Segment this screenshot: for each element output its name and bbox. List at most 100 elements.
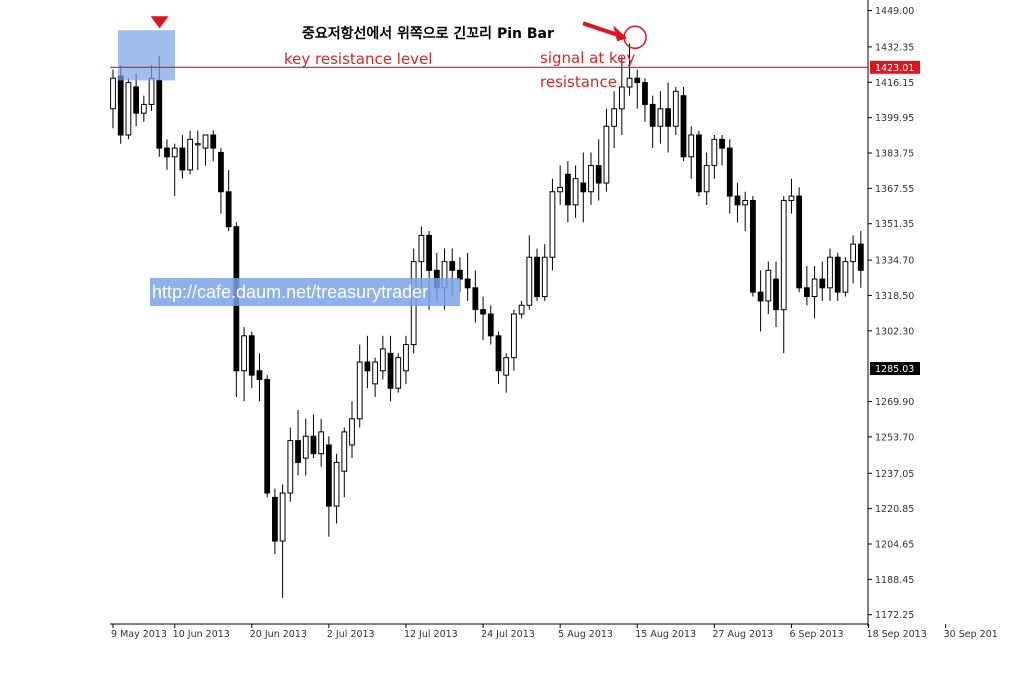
candle-body-bull [780,199,787,311]
price-tick-label: 1449.00 [875,6,914,17]
candle [457,257,463,293]
candle [248,331,255,389]
candle-body-bull [171,147,178,158]
candle [534,248,540,301]
candle-body-bear [164,147,170,158]
candle-body-bull [557,186,564,193]
candle [310,414,317,459]
candle [672,86,679,135]
candle-body-bear [757,291,764,302]
candle-body-bear [857,243,864,271]
candle-body-bull [279,492,286,542]
candle-body-bear [750,199,756,293]
candle [557,165,564,205]
candle [680,86,687,162]
candle [395,353,402,393]
candle-body-bear [595,165,602,184]
price-marker-box [870,362,920,376]
candle [218,148,224,214]
candle [472,270,479,323]
candle-body-bull [588,165,594,193]
resistance-highlight-box [118,30,175,81]
candle-body-bear [719,138,725,149]
candle [256,353,263,402]
candle [426,231,432,310]
candle [480,296,486,341]
candle-body-bear [480,309,486,315]
price-tick-label: 1204.65 [875,539,914,550]
candle [325,436,332,537]
candle-body-bull [827,256,833,289]
date-tick-label: 12 Jul 2013 [404,629,458,640]
candle [726,139,733,214]
down-triangle-icon [150,16,169,29]
candle [210,130,217,162]
candle-body-bull [842,261,849,293]
candle [418,226,425,288]
pin-bar-circle [623,25,647,50]
candle-body-bull [850,243,857,263]
candle [356,344,363,428]
candle [140,95,147,122]
candle [287,427,294,502]
candle-body-bear [803,287,810,298]
candle-body-bear [156,79,163,149]
price-marker-label: 1423.01 [875,63,914,74]
candle [688,126,695,179]
candle-body-bull [788,195,795,201]
candle-body-bull [688,134,695,158]
candle-body-bull [711,138,718,167]
candle [827,248,833,301]
candle [857,231,864,288]
price-tick-label: 1383.75 [875,148,914,159]
candle-body-bull [511,313,517,359]
candle [734,183,741,223]
candles-layer [110,43,864,598]
candle [834,252,841,301]
date-tick-label: 15 Aug 2013 [635,629,696,640]
price-tick-label: 1172.25 [875,610,914,621]
candle-body-bear [665,108,671,127]
candle-body-bear [495,335,502,372]
candle-body-bull [572,178,579,206]
candle [464,252,471,301]
candle [803,265,810,306]
candle [611,91,618,149]
date-tick-label: 10 Jun 2013 [173,629,230,640]
arrow-right-icon [613,25,628,42]
date-tick-label: 2 Jul 2013 [327,629,375,640]
candle [433,252,440,301]
candle [842,257,849,297]
price-marker-box [870,60,920,74]
candle-body-bull [110,77,116,110]
candle-body-bear [796,195,803,289]
price-tick-label: 1334.70 [875,256,914,267]
candle [850,235,857,284]
candle-body-bear [457,269,463,280]
candle-body-bull [765,269,772,302]
price-axis: 1449.00 1432.35 1416.15 1399.95 1383.75 1367.… [110,0,920,626]
candle-body-bear [580,182,587,193]
candle [233,222,240,397]
candle-body-bull [742,199,749,206]
candle [449,248,456,297]
price-tick-label: 1399.95 [875,113,914,124]
date-tick-label: 20 Jun 2013 [250,629,307,640]
price-tick-label: 1269.90 [875,397,914,408]
candle [295,410,301,476]
candle-body-bear [487,313,494,337]
candle [110,69,116,129]
candle [272,488,278,555]
candle-body-bull [403,344,409,372]
candle [580,152,587,223]
date-tick-label: 30 Sep 201 [944,629,998,640]
candle-body-bull [703,165,710,193]
candle-body-bear [649,103,656,127]
candle [495,331,502,384]
price-tick-label: 1318.50 [875,291,914,302]
candle-body-bear [210,134,217,149]
candle [750,196,756,297]
candle-body-bear [642,82,648,105]
